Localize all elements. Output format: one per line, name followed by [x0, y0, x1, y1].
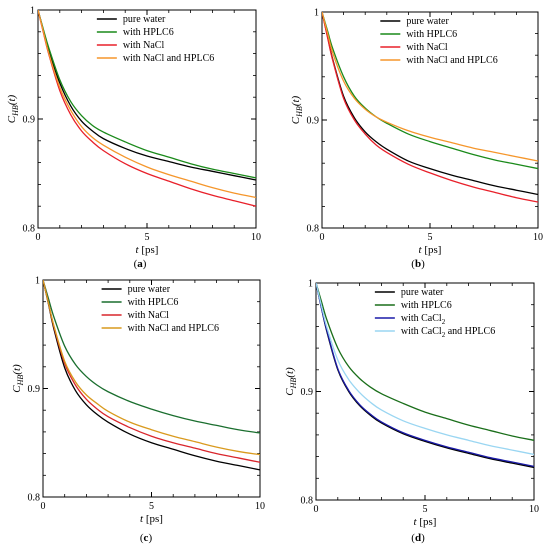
legend-entry: with NaCl — [406, 42, 448, 53]
series-line-with-nacl — [322, 12, 538, 203]
series-line-with-cacl2 — [316, 283, 534, 468]
panel-label: (d) — [411, 532, 425, 544]
y-tick-label: 0.8 — [301, 496, 314, 507]
x-tick-label: 5 — [423, 504, 428, 515]
y-tick-label: 1 — [35, 276, 40, 287]
chart-panel-a: 0 5 10 0.8 0.9 1 t [ps] CHB(t) pure water with HP… — [6, 6, 261, 271]
series-line-with-hplc6 — [38, 10, 256, 179]
legend-entry: with HPLC6 — [128, 297, 179, 308]
legend-entry: with HPLC6 — [406, 29, 457, 40]
y-tick-label: 0.9 — [301, 387, 314, 398]
x-axis-label: t [ps] — [419, 244, 442, 256]
x-tick-label: 10 — [533, 232, 543, 243]
legend-entry: with NaCl and HPLC6 — [406, 55, 497, 66]
x-tick-label: 0 — [320, 232, 325, 243]
series-line-with-cacl2-and-hplc6 — [316, 283, 534, 456]
x-tick-label: 5 — [428, 232, 433, 243]
y-tick-label: 0.9 — [23, 115, 36, 126]
series-line-with-nacl-and-hplc6 — [43, 280, 260, 456]
panel-label: (c) — [140, 532, 153, 544]
x-axis-label: t [ps] — [414, 516, 437, 528]
legend-entry: with HPLC6 — [401, 300, 452, 311]
series-line-with-nacl-and-hplc6 — [38, 10, 256, 199]
x-tick-label: 0 — [314, 504, 319, 515]
legend-entry: pure water — [123, 14, 166, 25]
legend-entry: pure water — [406, 16, 449, 27]
series-line-with-hplc6 — [43, 280, 260, 434]
x-tick-label: 10 — [251, 232, 261, 243]
y-tick-label: 0.8 — [307, 224, 320, 235]
x-tick-label: 0 — [36, 232, 41, 243]
legend-entry: with CaCl2 — [401, 313, 446, 326]
legend-entry: with NaCl and HPLC6 — [123, 53, 214, 64]
panel-label: (a) — [134, 258, 147, 270]
x-tick-label: 0 — [41, 501, 46, 512]
y-tick-label: 0.9 — [28, 384, 41, 395]
y-axis-label: CHB(t) — [290, 95, 304, 124]
series-line-pure-water — [38, 10, 256, 181]
chart-panel-c: 0 5 10 0.8 0.9 1 t [ps] CHB(t) pure water with HP… — [11, 276, 265, 545]
x-tick-label: 5 — [145, 232, 150, 243]
legend-entry: with NaCl and HPLC6 — [128, 323, 219, 334]
legend-entry: with HPLC6 — [123, 27, 174, 38]
chart-panel-d: 0 5 10 0.8 0.9 1 t [ps] CHB(t) pure water with HP… — [284, 279, 539, 545]
x-axis-label: t [ps] — [136, 244, 159, 256]
legend-entry: with CaCl2 and HPLC6 — [401, 326, 495, 339]
x-tick-label: 5 — [149, 501, 154, 512]
series-line-with-hplc6 — [316, 283, 534, 441]
y-tick-label: 1 — [308, 279, 313, 290]
y-tick-label: 0.9 — [307, 116, 320, 127]
chart-panel-b: 0 5 10 0.8 0.9 1 t [ps] CHB(t) pure water with HP… — [290, 8, 543, 271]
y-tick-label: 0.8 — [28, 493, 41, 504]
series-line-with-nacl-and-hplc6 — [322, 12, 538, 162]
series-line-pure-water — [43, 280, 260, 471]
legend-entry: with NaCl — [128, 310, 170, 321]
y-tick-label: 0.8 — [23, 224, 36, 235]
legend-entry: pure water — [401, 287, 444, 298]
y-tick-label: 1 — [30, 6, 35, 17]
legend-entry: pure water — [128, 284, 171, 295]
legend-entry: with NaCl — [123, 40, 165, 51]
y-axis-label: CHB(t) — [6, 94, 20, 123]
x-tick-label: 10 — [529, 504, 539, 515]
x-tick-label: 10 — [255, 501, 265, 512]
y-axis-label: CHB(t) — [284, 367, 298, 396]
x-axis-label: t [ps] — [140, 513, 163, 525]
y-tick-label: 1 — [314, 8, 319, 19]
series-line-with-hplc6 — [322, 12, 538, 170]
y-axis-label: CHB(t) — [11, 364, 25, 393]
panel-label: (b) — [411, 258, 425, 270]
